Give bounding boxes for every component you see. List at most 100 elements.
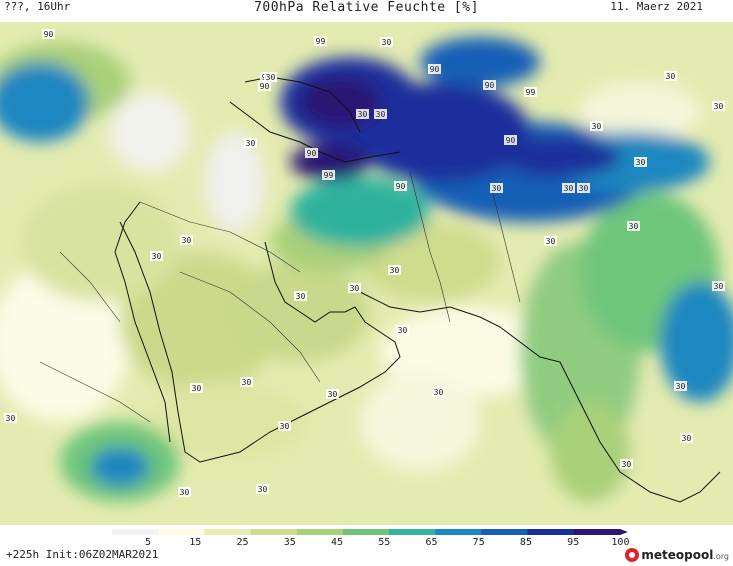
contour-label: 30 — [264, 72, 277, 82]
svg-text:99: 99 — [316, 37, 326, 46]
svg-text:30: 30 — [242, 378, 252, 387]
svg-text:30: 30 — [592, 122, 602, 131]
contour-label: 99 — [314, 36, 327, 46]
svg-text:30: 30 — [280, 422, 290, 431]
color-scale-tick: 95 — [567, 537, 579, 547]
contour-label: 30 — [590, 121, 603, 131]
meteopool-logo: meteopool.org — [625, 545, 729, 565]
svg-text:30: 30 — [376, 110, 386, 119]
contour-label: 30 — [326, 389, 339, 399]
contour-label: 30 — [278, 421, 291, 431]
header-bar: ???, 16Uhr 700hPa Relative Feuchte [%] 1… — [0, 0, 733, 22]
color-scale-swatch — [297, 529, 344, 535]
contour-label: 30 — [356, 109, 369, 119]
color-scale-swatch — [574, 529, 621, 535]
color-scale-tick: 65 — [425, 537, 437, 547]
color-scale-tick: 15 — [189, 537, 201, 547]
color-scale-tick: 45 — [331, 537, 343, 547]
contour-label: 30 — [388, 265, 401, 275]
contour-label: 30 — [432, 387, 445, 397]
contour-label: 30 — [380, 37, 393, 47]
contour-label: 30 — [244, 138, 257, 148]
contour-label: 30 — [620, 459, 633, 469]
contour-label: 30 — [150, 251, 163, 261]
svg-text:30: 30 — [629, 222, 639, 231]
color-scale-tick: 25 — [236, 537, 248, 547]
contour-label: 90 — [258, 81, 271, 91]
humidity-map: 9099309030909099309090999030309030303030… — [0, 22, 733, 525]
svg-text:30: 30 — [358, 110, 368, 119]
contour-label: 30 — [490, 183, 503, 193]
footer-bar: 5 15 25 35 45 55 65 75 85 95 100 +225h Init:06Z02M… — [0, 525, 733, 566]
contour-label: 30 — [180, 235, 193, 245]
svg-text:30: 30 — [682, 434, 692, 443]
contour-label: 90 — [428, 64, 441, 74]
svg-text:90: 90 — [506, 136, 516, 145]
color-scale-swatch — [389, 529, 436, 535]
contour-label: 30 — [396, 325, 409, 335]
color-scale-swatch — [528, 529, 575, 535]
valid-date-label: 11. Maerz 2021 — [610, 0, 703, 13]
color-scale-tick: 75 — [473, 537, 485, 547]
svg-text:30: 30 — [192, 384, 202, 393]
contour-label: 30 — [374, 109, 387, 119]
contour-label: 30 — [178, 487, 191, 497]
run-info-label: +225h Init:06Z02MAR2021 — [6, 548, 158, 561]
svg-text:30: 30 — [382, 38, 392, 47]
svg-text:30: 30 — [266, 73, 276, 82]
svg-text:30: 30 — [180, 488, 190, 497]
contour-label: 90 — [483, 80, 496, 90]
humidity-field — [0, 37, 733, 502]
svg-text:90: 90 — [44, 30, 54, 39]
color-scale: 5 15 25 35 45 55 65 75 85 95 100 — [0, 525, 640, 547]
svg-text:30: 30 — [398, 326, 408, 335]
logo-tld: .org — [713, 552, 729, 561]
svg-text:30: 30 — [636, 158, 646, 167]
contour-label: 90 — [504, 135, 517, 145]
color-scale-arrow — [620, 529, 628, 535]
logo-name: meteopool — [641, 548, 713, 562]
color-scale-swatch — [251, 529, 298, 535]
svg-text:30: 30 — [714, 282, 724, 291]
svg-text:90: 90 — [260, 82, 270, 91]
contour-label: 30 — [240, 377, 253, 387]
contour-label: 30 — [190, 383, 203, 393]
contour-label: 30 — [562, 183, 575, 193]
contour-label: 99 — [524, 87, 537, 97]
contour-label: 30 — [627, 221, 640, 231]
color-scale-tick: 85 — [520, 537, 532, 547]
contour-label: 30 — [712, 281, 725, 291]
color-scale-swatch — [204, 529, 251, 535]
contour-label: 90 — [305, 148, 318, 158]
svg-text:30: 30 — [714, 102, 724, 111]
contour-label: 30 — [4, 413, 17, 423]
logo-icon — [625, 548, 639, 562]
contour-label: 30 — [577, 183, 590, 193]
contour-label: 90 — [42, 29, 55, 39]
contour-label: 99 — [322, 170, 335, 180]
svg-text:30: 30 — [152, 252, 162, 261]
contour-label: 30 — [544, 236, 557, 246]
color-scale-tick: 5 — [145, 537, 151, 547]
svg-text:30: 30 — [296, 292, 306, 301]
svg-text:30: 30 — [546, 237, 556, 246]
contour-label: 30 — [680, 433, 693, 443]
contour-label: 30 — [712, 101, 725, 111]
svg-text:30: 30 — [258, 485, 268, 494]
contour-label: 30 — [294, 291, 307, 301]
color-scale-tick: 55 — [378, 537, 390, 547]
contour-label: 30 — [674, 381, 687, 391]
svg-text:99: 99 — [324, 171, 334, 180]
svg-text:30: 30 — [676, 382, 686, 391]
color-scale-swatch — [343, 529, 390, 535]
svg-text:30: 30 — [492, 184, 502, 193]
color-scale-swatch — [435, 529, 482, 535]
svg-text:30: 30 — [622, 460, 632, 469]
svg-text:90: 90 — [430, 65, 440, 74]
svg-text:30: 30 — [246, 139, 256, 148]
contour-label: 30 — [634, 157, 647, 167]
svg-text:30: 30 — [564, 184, 574, 193]
svg-text:30: 30 — [434, 388, 444, 397]
color-scale-swatch — [112, 529, 159, 535]
contour-label: 30 — [348, 283, 361, 293]
